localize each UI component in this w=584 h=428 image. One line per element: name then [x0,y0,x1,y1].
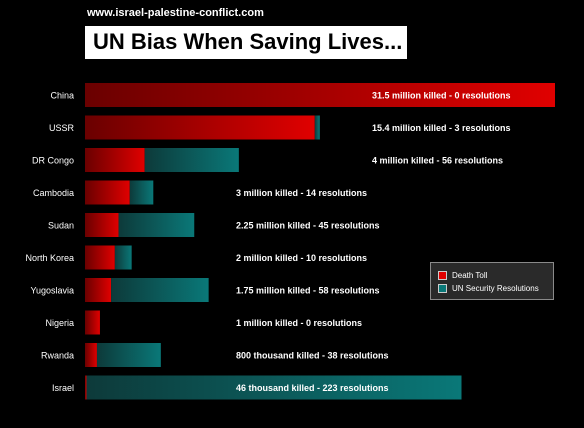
bar-death-toll [85,343,97,367]
legend: Death Toll UN Security Resolutions [430,262,554,300]
category-label: USSR [49,123,75,133]
category-label: Yugoslavia [30,286,74,296]
bar-death-toll [85,375,87,400]
category-label: China [50,91,74,101]
category-label: DR Congo [32,156,74,166]
bar-death-toll [85,115,315,140]
bar-resolutions [86,375,462,400]
data-label: 15.4 million killed - 3 resolutions [372,123,511,133]
death-toll-swatch [438,271,447,280]
bar-resolutions [96,343,161,367]
title-box: UN Bias When Saving Lives... [85,26,407,59]
bar-resolutions [314,115,320,140]
legend-label-resolutions: UN Security Resolutions [452,284,539,293]
bar-resolutions [129,180,154,205]
chart-title: UN Bias When Saving Lives... [93,29,403,54]
category-label: Cambodia [33,188,74,198]
bar-death-toll [85,310,100,335]
site-url: www.israel-palestine-conflict.com [87,7,264,19]
data-label: 1 million killed - 0 resolutions [236,318,362,328]
legend-label-death-toll: Death Toll [452,271,488,280]
data-label: 3 million killed - 14 resolutions [236,188,367,198]
bar-death-toll [85,245,115,270]
category-label: Israel [52,383,74,393]
legend-item-death-toll: Death Toll [438,270,487,281]
category-label: Nigeria [45,318,74,328]
bar-death-toll [85,278,112,302]
bar-death-toll [85,83,555,107]
category-label: Rwanda [41,351,74,361]
data-label: 800 thousand killed - 38 resolutions [236,351,389,361]
bar-death-toll [85,213,119,237]
bar-resolutions [111,278,209,302]
category-label: Sudan [48,221,74,231]
data-label: 2 million killed - 10 resolutions [236,253,367,263]
bar-resolutions [114,245,132,270]
data-label: 4 million killed - 56 resolutions [372,156,503,166]
legend-item-resolutions: UN Security Resolutions [438,283,539,294]
bar-death-toll [85,148,145,172]
data-label: 31.5 million killed - 0 resolutions [372,91,511,101]
resolutions-swatch [438,284,447,293]
category-label: North Korea [25,253,74,263]
data-label: 46 thousand killed - 223 resolutions [236,383,389,393]
bar-resolutions [118,213,195,237]
bar-resolutions [144,148,239,172]
bar-death-toll [85,180,130,205]
data-label: 2.25 million killed - 45 resolutions [236,221,380,231]
data-label: 1.75 million killed - 58 resolutions [236,286,380,296]
